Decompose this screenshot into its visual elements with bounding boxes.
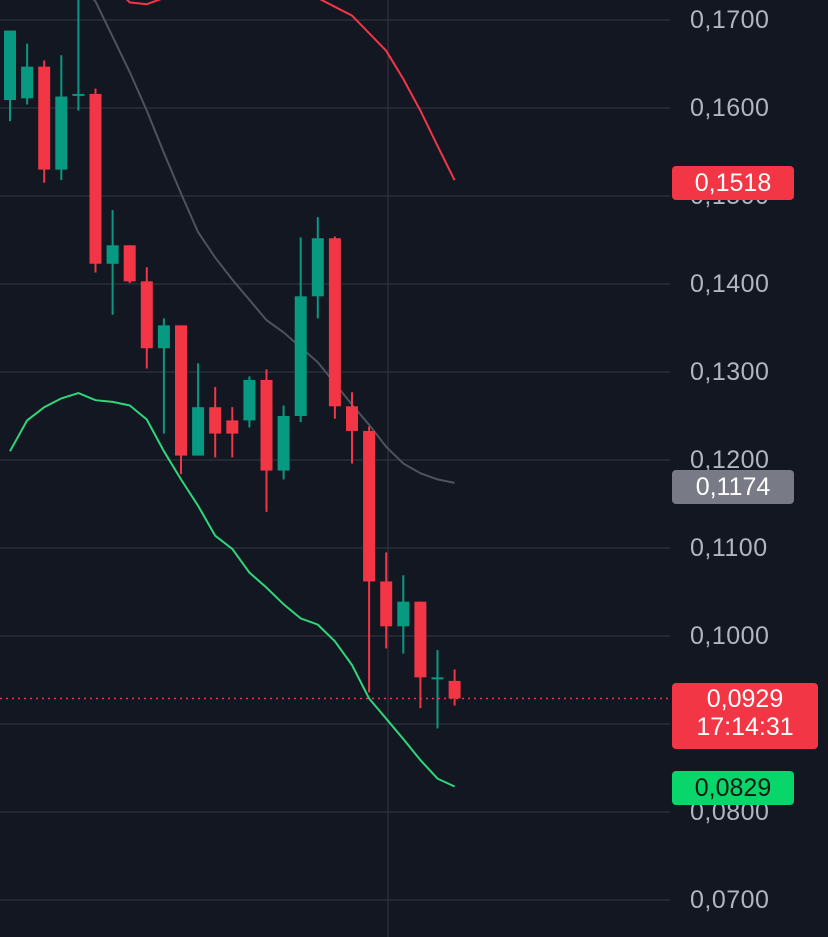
candle-up (243, 379, 256, 421)
candle-down (380, 581, 393, 627)
last-price-tag: 0,0929 17:14:31 (672, 683, 818, 749)
price-axis-tick-label: 0,1000 (690, 622, 770, 650)
bollinger-bands (9, 0, 456, 788)
price-axis-tick-label: 0,1600 (690, 94, 770, 122)
candle-down (123, 245, 136, 282)
price-axis-tick-label: 0,1300 (690, 358, 770, 386)
candle-up (157, 325, 170, 349)
candle-up (294, 296, 307, 416)
candle-down (346, 406, 358, 431)
upper-band-price-tag: 0,1518 (672, 166, 794, 200)
candle-down (363, 430, 376, 582)
candle-down (328, 238, 341, 407)
candle-up (311, 238, 324, 297)
candle-down (175, 325, 187, 456)
upper-band-line (125, 0, 456, 181)
candle-up (431, 677, 444, 680)
candle-up (4, 30, 16, 101)
lower-band-line (9, 392, 456, 788)
candle-up (397, 601, 410, 627)
candle-down (448, 680, 461, 699)
price-axis-tick-label: 0,1700 (690, 6, 770, 34)
candle-down (260, 379, 273, 471)
candle-up (106, 245, 119, 264)
candle-down (140, 281, 153, 349)
candle-up (21, 66, 34, 99)
candle-down (414, 601, 427, 678)
price-axis-tick-label: 0,1200 (690, 446, 770, 474)
candle-down (209, 407, 222, 434)
price-axis-tick-label: 0,0700 (690, 886, 770, 914)
candle-up (277, 416, 290, 471)
candle-up (192, 407, 205, 456)
candle-down (38, 66, 51, 170)
price-axis-tick-label: 0,1100 (690, 534, 768, 562)
lower-band-price-tag: 0,0829 (672, 771, 794, 805)
candle-up (55, 96, 68, 170)
last-price-value: 0,0929 (706, 685, 784, 713)
price-axis-tick-label: 0,1400 (690, 270, 770, 298)
middle-band-price-tag: 0,1174 (672, 470, 794, 504)
candle-down (226, 420, 239, 434)
candle-up (72, 93, 85, 96)
bar-countdown: 17:14:31 (696, 713, 794, 741)
candles (4, 0, 461, 729)
middle-band-line (92, 0, 455, 484)
candle-down (89, 93, 102, 264)
